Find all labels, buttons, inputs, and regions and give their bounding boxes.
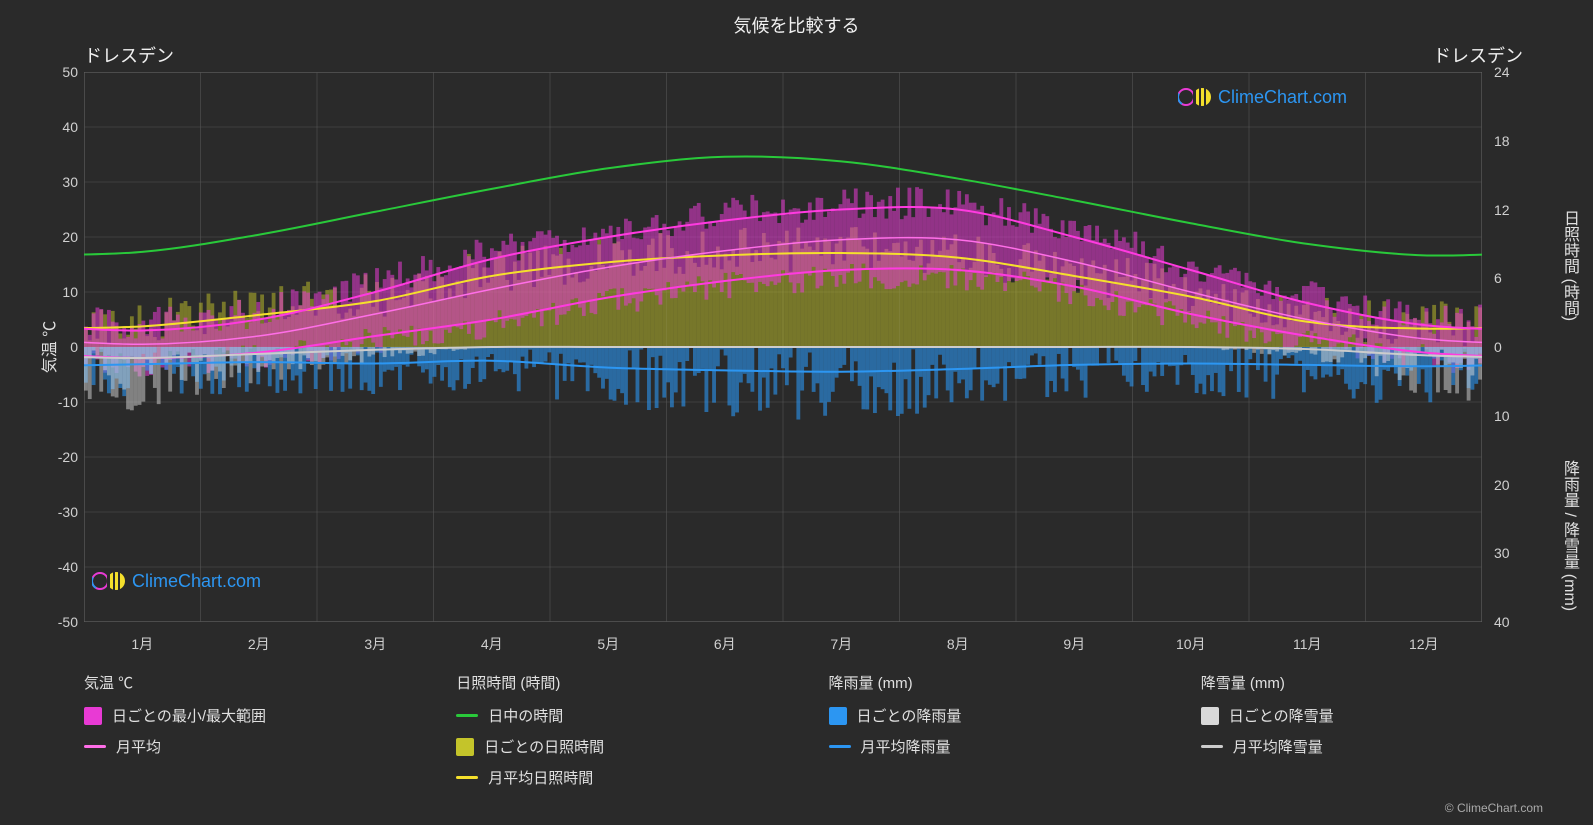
legend-swatch <box>1201 707 1219 725</box>
y-left-tick: 20 <box>18 229 78 245</box>
x-tick: 1月 <box>131 634 153 654</box>
x-tick: 4月 <box>481 634 503 654</box>
legend-heading: 気温 ℃ <box>84 672 416 693</box>
y-right-top-axis-title: 日照時間 (時間) <box>1557 210 1581 321</box>
legend-column: 降雨量 (mm) 日ごとの降雨量月平均降雨量 <box>829 672 1161 798</box>
legend-label: 月平均降雪量 <box>1233 736 1323 757</box>
legend-heading: 降雨量 (mm) <box>829 672 1161 693</box>
x-tick: 11月 <box>1293 634 1322 654</box>
legend-label: 月平均降雨量 <box>861 736 951 757</box>
y-right-bottom-tick: 20 <box>1494 477 1510 493</box>
legend-item: 月平均日照時間 <box>456 767 788 788</box>
y-left-tick: -30 <box>18 504 78 520</box>
legend-label: 月平均日照時間 <box>488 767 593 788</box>
y-left-tick: -50 <box>18 614 78 630</box>
legend-label: 月平均 <box>116 736 161 757</box>
legend-heading: 日照時間 (時間) <box>456 672 788 693</box>
brand-icon <box>1178 86 1212 108</box>
y-right-bottom-tick: 40 <box>1494 614 1510 630</box>
legend-column: 降雪量 (mm) 日ごとの降雪量月平均降雪量 <box>1201 672 1533 798</box>
brand-text: ClimeChart.com <box>132 571 261 592</box>
y-left-tick: 10 <box>18 284 78 300</box>
y-left-tick: 0 <box>18 339 78 355</box>
x-tick: 2月 <box>248 634 270 654</box>
legend-swatch <box>829 745 851 748</box>
y-left-tick: 50 <box>18 64 78 80</box>
legend-swatch <box>456 714 478 717</box>
y-left-tick: -20 <box>18 449 78 465</box>
y-right-top-tick: 0 <box>1494 339 1502 355</box>
legend-item: 日ごとの最小/最大範囲 <box>84 705 416 726</box>
legend-swatch <box>829 707 847 725</box>
legend-heading: 降雪量 (mm) <box>1201 672 1533 693</box>
legend-label: 日ごとの日照時間 <box>484 736 604 757</box>
brand-logo-top: ClimeChart.com <box>1178 86 1347 108</box>
legend-swatch <box>456 738 474 756</box>
chart-title: 気候を比較する <box>0 12 1593 38</box>
y-right-top-tick: 18 <box>1494 133 1510 149</box>
y-right-top-tick: 24 <box>1494 64 1510 80</box>
y-right-top-tick: 6 <box>1494 270 1502 286</box>
legend-column: 日照時間 (時間) 日中の時間日ごとの日照時間月平均日照時間 <box>456 672 788 798</box>
brand-text: ClimeChart.com <box>1218 87 1347 108</box>
legend-item: 日ごとの降雪量 <box>1201 705 1533 726</box>
x-tick: 8月 <box>947 634 969 654</box>
legend-column: 気温 ℃ 日ごとの最小/最大範囲月平均 <box>84 672 416 798</box>
legend-label: 日中の時間 <box>488 705 563 726</box>
x-tick: 9月 <box>1063 634 1085 654</box>
legend-item: 日ごとの日照時間 <box>456 736 788 757</box>
x-tick: 7月 <box>830 634 852 654</box>
legend-item: 日中の時間 <box>456 705 788 726</box>
x-tick: 6月 <box>714 634 736 654</box>
brand-logo-bottom: ClimeChart.com <box>92 570 261 592</box>
location-left-label: ドレスデン <box>84 42 174 68</box>
legend: 気温 ℃ 日ごとの最小/最大範囲月平均 日照時間 (時間) 日中の時間日ごとの日照時間… <box>84 672 1533 798</box>
legend-item: 月平均 <box>84 736 416 757</box>
y-right-bottom-axis-title: 降雨量 / 降雪量 (mm) <box>1557 460 1581 611</box>
y-right-bottom-tick: 10 <box>1494 408 1510 424</box>
legend-swatch <box>456 776 478 779</box>
copyright-text: © ClimeChart.com <box>1445 801 1543 815</box>
legend-swatch <box>84 745 106 748</box>
legend-label: 日ごとの最小/最大範囲 <box>112 705 266 726</box>
y-right-bottom-tick: 30 <box>1494 545 1510 561</box>
legend-label: 日ごとの降雪量 <box>1229 705 1334 726</box>
y-right-top-tick: 12 <box>1494 202 1510 218</box>
x-tick: 10月 <box>1176 634 1206 654</box>
legend-item: 日ごとの降雨量 <box>829 705 1161 726</box>
climate-chart-plot <box>84 72 1482 622</box>
legend-swatch <box>1201 745 1223 748</box>
legend-item: 月平均降雨量 <box>829 736 1161 757</box>
legend-swatch <box>84 707 102 725</box>
x-tick: 3月 <box>364 634 386 654</box>
legend-label: 日ごとの降雨量 <box>857 705 962 726</box>
y-left-tick: -40 <box>18 559 78 575</box>
y-left-tick: -10 <box>18 394 78 410</box>
legend-item: 月平均降雪量 <box>1201 736 1533 757</box>
x-tick: 5月 <box>597 634 619 654</box>
y-left-tick: 40 <box>18 119 78 135</box>
y-left-tick: 30 <box>18 174 78 190</box>
brand-icon <box>92 570 126 592</box>
x-tick: 12月 <box>1409 634 1439 654</box>
